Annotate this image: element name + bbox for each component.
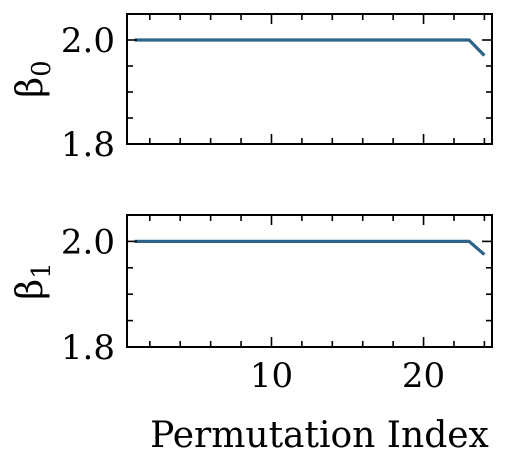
y-axis-label: β0: [10, 60, 57, 97]
y-axis-label-symbol: β: [10, 77, 51, 98]
x-tick-label: 10: [250, 356, 293, 396]
y-axis-label: β1: [10, 262, 57, 299]
y-tick-label: 1.8: [61, 328, 115, 368]
panel-2: 1.8 2.0 10 20 β1 Permutation Index: [10, 214, 493, 456]
x-tick-label: 20: [402, 356, 445, 396]
x-axis-label: Permutation Index: [150, 415, 489, 456]
y-tick-label: 1.8: [61, 125, 115, 165]
y-tick-label: 2.0: [61, 222, 115, 262]
series-line-1-1: [134, 38, 486, 57]
y-tick-label: 2.0: [61, 21, 115, 61]
series-line-2-1: [134, 239, 486, 256]
plot-frame: [126, 13, 493, 145]
plot-frame: [126, 214, 493, 348]
y-axis-label-symbol: β: [10, 279, 51, 300]
y-axis-label-subscript: 1: [27, 262, 57, 279]
panel-1: 1.82.0β0: [10, 13, 493, 165]
y-axis-label-subscript: 0: [27, 60, 57, 77]
